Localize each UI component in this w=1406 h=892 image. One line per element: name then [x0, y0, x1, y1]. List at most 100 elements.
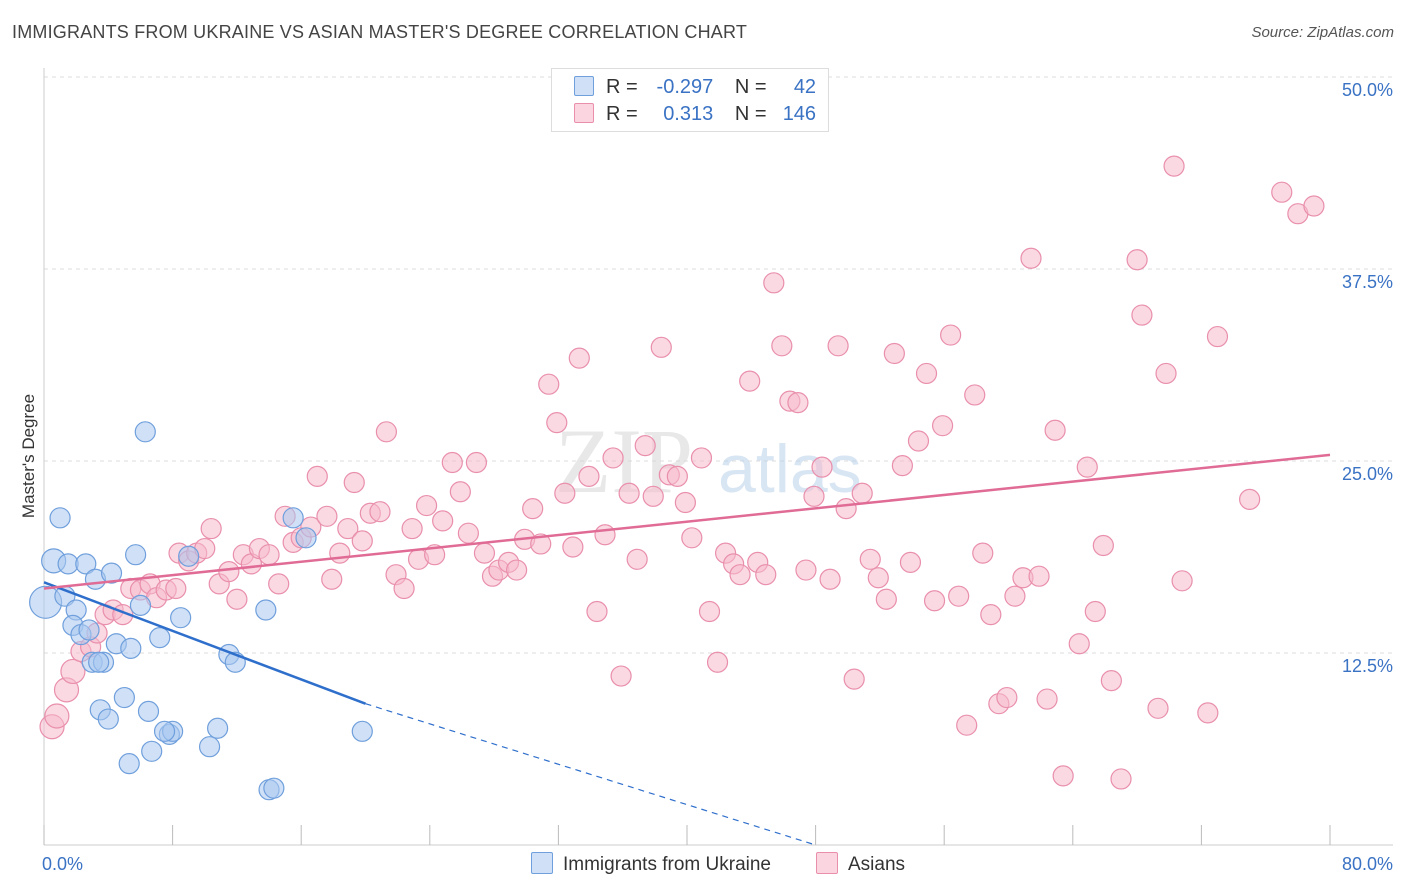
asian-point — [1052, 765, 1074, 787]
asian-point — [530, 533, 552, 555]
asian-point — [60, 658, 86, 685]
trend-layer — [43, 453, 1331, 846]
asian-point — [698, 600, 721, 623]
asian-point — [432, 510, 454, 532]
asian-point — [218, 560, 240, 583]
ukraine-point — [97, 708, 119, 730]
asian-point — [594, 524, 616, 546]
asian-point — [851, 482, 873, 504]
ukraine-point — [282, 507, 304, 529]
points-layer — [29, 155, 1325, 801]
stats-legend-row-ukraine: R = -0.297 N = 42 — [574, 76, 816, 100]
ukraine-point — [100, 562, 123, 584]
asian-point — [729, 564, 751, 586]
asian-point — [200, 517, 222, 540]
asian-point — [1155, 362, 1177, 385]
asian-point — [956, 714, 978, 736]
bottom-legend-ukraine: Immigrants from Ukraine — [531, 852, 771, 876]
asian-point — [1131, 304, 1153, 326]
asian-point — [755, 564, 777, 586]
asian-point — [964, 384, 986, 406]
ukraine-point — [57, 553, 79, 575]
asian-point — [1100, 670, 1122, 692]
ukraine-point — [75, 553, 97, 575]
asian-point — [1068, 633, 1090, 655]
asian-point — [996, 686, 1018, 709]
asian-point — [522, 498, 544, 520]
asian-point — [626, 548, 648, 570]
asian-point — [343, 471, 365, 494]
asian-point — [506, 559, 528, 581]
ukraine-point — [295, 527, 317, 549]
asian-point — [883, 342, 905, 365]
asian-point — [424, 544, 446, 566]
asian-point — [650, 336, 672, 358]
asian-point — [835, 498, 857, 520]
asian-point — [771, 335, 793, 357]
legend-swatch-asians — [574, 103, 594, 123]
asian-point — [1110, 768, 1132, 790]
asian-point — [843, 668, 865, 690]
asian-point — [441, 451, 463, 474]
asian-point — [258, 544, 280, 566]
n-value: 146 — [782, 103, 817, 125]
asian-point — [618, 482, 640, 504]
asian-point — [316, 505, 338, 527]
ukraine-point — [207, 717, 229, 739]
asian-point — [568, 347, 590, 369]
asian-point — [642, 485, 664, 507]
asian-point — [306, 465, 328, 487]
asian-point — [972, 542, 994, 564]
asian-point — [554, 482, 576, 504]
asian-point — [369, 501, 391, 523]
r-label: R = — [606, 76, 638, 98]
asian-point — [610, 665, 632, 687]
asian-point — [329, 542, 351, 564]
bottom-legend-swatch-ukraine — [531, 852, 553, 874]
asian-point — [787, 392, 809, 414]
asian-point — [867, 567, 889, 589]
y-axis-label: Master's Degree — [19, 394, 38, 518]
asian-point — [375, 421, 397, 443]
asian-trend-line — [43, 453, 1331, 590]
x-tick-label-max: 80.0% — [1342, 854, 1393, 874]
asian-point — [899, 551, 922, 573]
asian-point — [1076, 456, 1098, 478]
ukraine-point — [113, 686, 135, 709]
bottom-legend-swatch-asians — [816, 852, 838, 874]
ukraine-trend-extension — [365, 703, 816, 846]
asian-point — [1163, 155, 1185, 177]
asian-point — [1171, 570, 1193, 592]
asian-point — [1044, 419, 1066, 441]
ukraine-point — [125, 544, 147, 566]
asian-point — [351, 530, 373, 552]
asian-point — [706, 651, 729, 673]
asian-point — [457, 522, 479, 544]
asian-point — [907, 430, 930, 452]
asian-point — [226, 588, 248, 610]
ukraine-point — [351, 720, 373, 742]
asian-point — [415, 494, 438, 517]
asian-point — [1206, 325, 1229, 348]
asian-point — [44, 703, 70, 729]
asian-point — [473, 542, 496, 564]
asian-point — [449, 481, 471, 503]
asian-point — [1239, 488, 1261, 510]
watermark-atlas: atlas — [718, 431, 862, 507]
r-value: -0.297 — [656, 76, 714, 98]
asian-point — [931, 415, 954, 437]
asian-point — [546, 412, 568, 434]
asian-point — [690, 447, 713, 469]
bottom-legend-label-asians: Asians — [848, 854, 906, 875]
asian-point — [268, 573, 290, 595]
axes-layer — [43, 68, 1393, 846]
chart-title: IMMIGRANTS FROM UKRAINE VS ASIAN MASTER'… — [12, 22, 748, 42]
ukraine-point — [78, 619, 100, 641]
asian-point — [980, 603, 1002, 626]
ukraine-point — [255, 599, 277, 621]
ukraine-point — [88, 651, 110, 673]
asian-point — [940, 324, 962, 346]
ukraine-point — [198, 736, 221, 758]
ukraine-point — [149, 627, 171, 649]
asian-point — [586, 600, 608, 623]
